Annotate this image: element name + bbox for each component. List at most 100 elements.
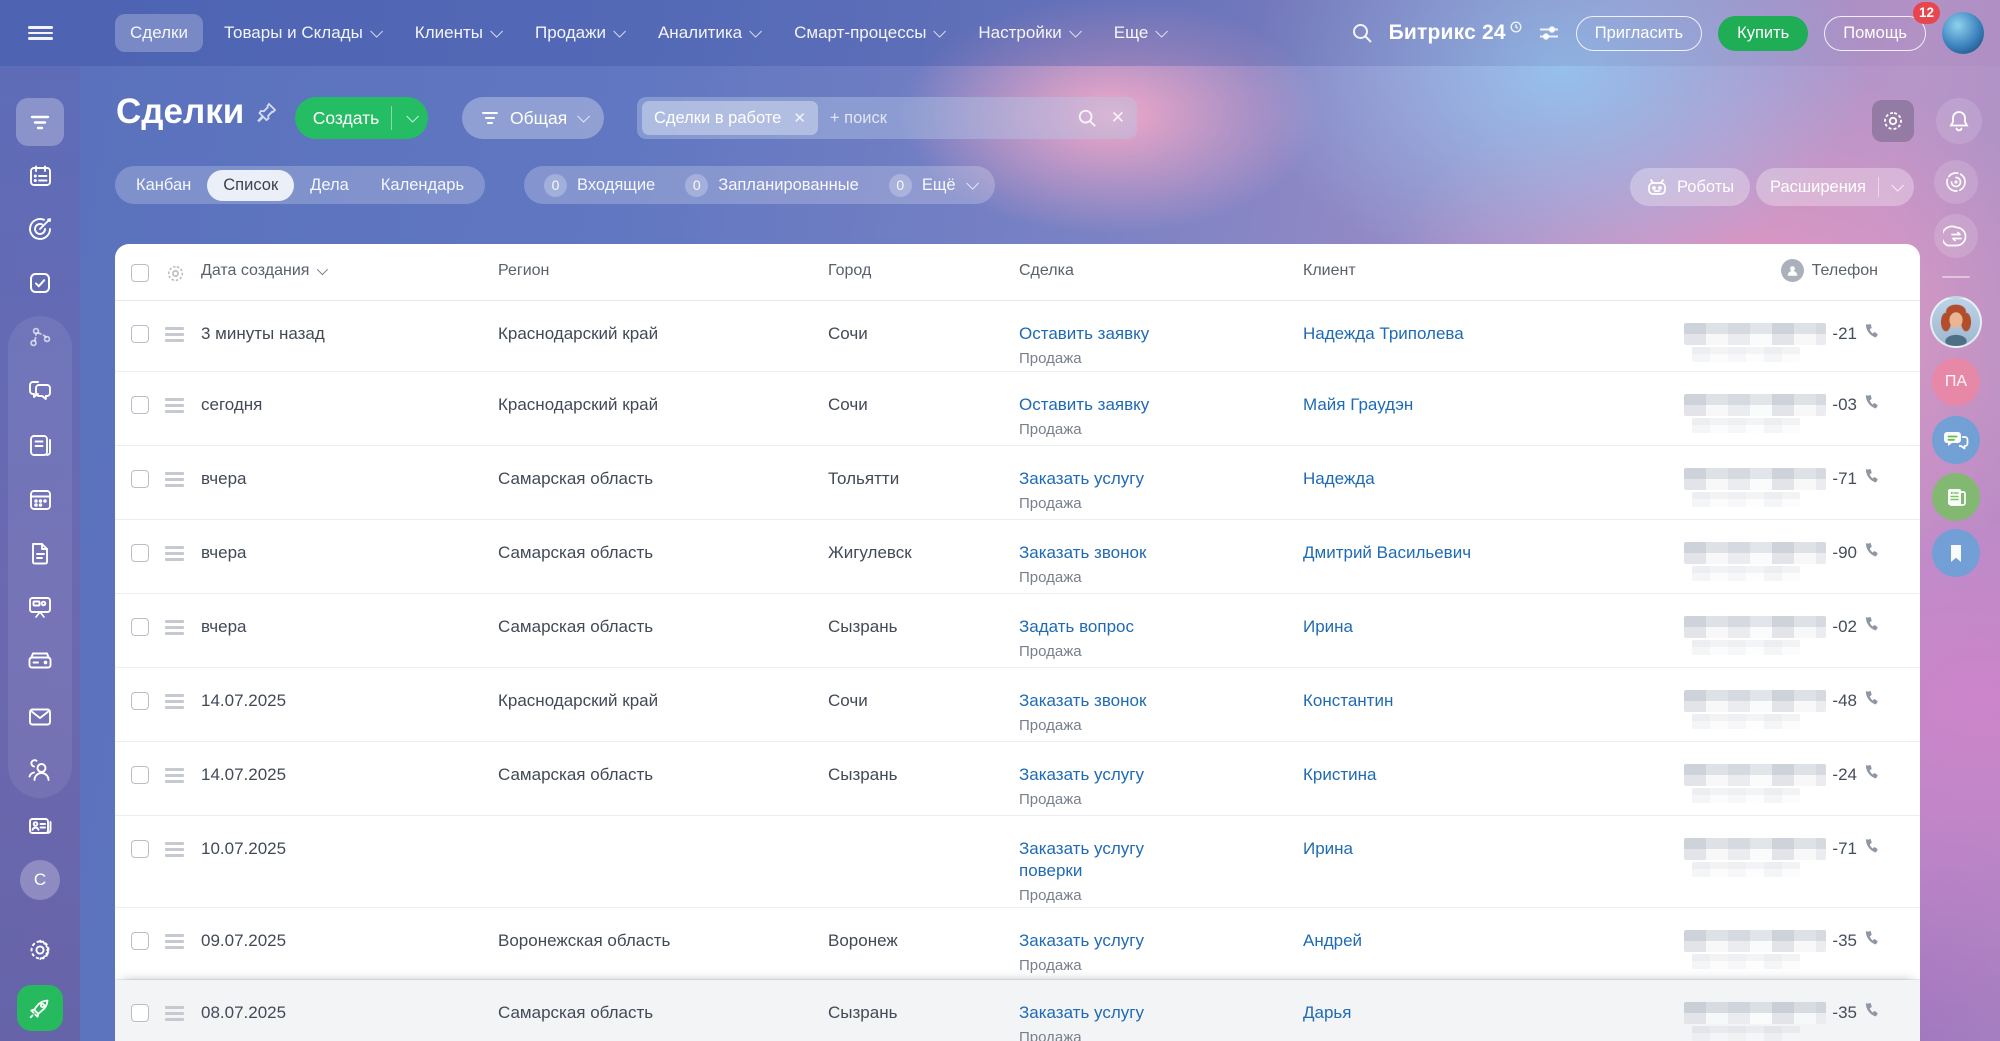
counter-planned[interactable]: 0 Запланированные bbox=[685, 173, 859, 197]
table-row[interactable]: вчера Самарская область Тольятти Заказат… bbox=[115, 446, 1920, 520]
crm-icon[interactable] bbox=[16, 98, 64, 146]
column-header-date[interactable]: Дата создания bbox=[201, 244, 498, 280]
support-avatar[interactable] bbox=[1930, 296, 1982, 348]
rocket-icon[interactable] bbox=[17, 985, 63, 1031]
pa-avatar[interactable]: ПА bbox=[1932, 358, 1980, 406]
nav-clients[interactable]: Клиенты bbox=[400, 14, 514, 52]
search-icon[interactable] bbox=[1077, 108, 1097, 128]
nav-more[interactable]: Еще bbox=[1099, 14, 1180, 52]
news-icon[interactable] bbox=[1932, 473, 1980, 521]
vcard-icon[interactable] bbox=[16, 802, 64, 850]
columns-gear-icon[interactable] bbox=[165, 263, 186, 284]
client-link[interactable]: Константин bbox=[1303, 691, 1394, 710]
filter-chip[interactable]: Сделки в работе ✕ bbox=[642, 101, 818, 135]
nav-deals[interactable]: Сделки bbox=[115, 14, 203, 52]
hamburger-icon[interactable] bbox=[0, 23, 80, 43]
notifications-button[interactable] bbox=[1936, 98, 1982, 144]
row-checkbox[interactable] bbox=[131, 692, 149, 710]
pin-icon[interactable] bbox=[256, 101, 278, 123]
phone-icon[interactable] bbox=[1863, 542, 1880, 559]
messenger-icon[interactable] bbox=[16, 367, 64, 415]
row-menu-icon[interactable] bbox=[165, 934, 201, 950]
row-menu-icon[interactable] bbox=[165, 398, 201, 414]
table-row[interactable]: 14.07.2025 Краснодарский край Сочи Заказ… bbox=[115, 668, 1920, 742]
close-icon[interactable]: ✕ bbox=[1110, 108, 1125, 127]
nav-sales[interactable]: Продажи bbox=[520, 14, 637, 52]
client-link[interactable]: Ирина bbox=[1303, 839, 1354, 858]
view-calendar[interactable]: Календарь bbox=[380, 175, 465, 194]
target-icon[interactable] bbox=[16, 205, 64, 253]
nav-analytics[interactable]: Аналитика bbox=[643, 14, 773, 52]
table-row[interactable]: сегодня Краснодарский край Сочи Оставить… bbox=[115, 372, 1920, 446]
counter-more[interactable]: 0 Ещё bbox=[888, 173, 979, 197]
row-checkbox[interactable] bbox=[131, 840, 149, 858]
counter-incoming[interactable]: 0 Входящие bbox=[544, 173, 655, 197]
column-header-phone[interactable]: Телефон bbox=[1620, 244, 1920, 282]
client-link[interactable]: Майя Граудэн bbox=[1303, 395, 1414, 414]
row-checkbox[interactable] bbox=[131, 325, 149, 343]
deal-link[interactable]: Заказать услугу bbox=[1019, 765, 1144, 784]
phone-icon[interactable] bbox=[1863, 1002, 1880, 1019]
row-checkbox[interactable] bbox=[131, 1004, 149, 1022]
client-link[interactable]: Кристина bbox=[1303, 765, 1377, 784]
docs-icon[interactable] bbox=[16, 529, 64, 577]
help-button[interactable]: Помощь bbox=[1824, 15, 1926, 51]
board-icon[interactable] bbox=[16, 583, 64, 631]
chat-sync-icon[interactable] bbox=[1934, 214, 1978, 258]
client-link[interactable]: Дмитрий Васильевич bbox=[1303, 543, 1472, 562]
search-input[interactable]: + поиск bbox=[829, 108, 887, 127]
deal-link[interactable]: Оставить заявку bbox=[1019, 324, 1150, 343]
feed-icon[interactable] bbox=[16, 421, 64, 469]
row-checkbox[interactable] bbox=[131, 470, 149, 488]
row-menu-icon[interactable] bbox=[165, 546, 201, 562]
table-row[interactable]: 3 минуты назад Краснодарский край Сочи О… bbox=[115, 301, 1920, 372]
deal-link[interactable]: Оставить заявку bbox=[1019, 395, 1150, 414]
create-button[interactable]: Создать bbox=[295, 97, 428, 139]
table-row[interactable]: 08.07.2025 Самарская область Сызрань Зак… bbox=[115, 980, 1920, 1041]
row-checkbox[interactable] bbox=[131, 618, 149, 636]
deal-link[interactable]: Заказать услугу bbox=[1019, 469, 1144, 488]
row-checkbox[interactable] bbox=[131, 932, 149, 950]
row-menu-icon[interactable] bbox=[165, 694, 201, 710]
client-link[interactable]: Андрей bbox=[1303, 931, 1363, 950]
row-checkbox[interactable] bbox=[131, 766, 149, 784]
table-row[interactable]: 09.07.2025 Воронежская область Воронеж З… bbox=[115, 908, 1920, 980]
copilot-icon[interactable] bbox=[1934, 160, 1978, 204]
settings-icon[interactable] bbox=[16, 926, 64, 974]
phone-icon[interactable] bbox=[1863, 930, 1880, 947]
mail-icon[interactable] bbox=[16, 693, 64, 741]
bookmark-icon[interactable] bbox=[1932, 529, 1980, 577]
nav-products[interactable]: Товары и Склады bbox=[209, 14, 394, 52]
row-menu-icon[interactable] bbox=[165, 327, 201, 343]
sliders-icon[interactable] bbox=[1538, 23, 1560, 43]
nav-smart-processes[interactable]: Смарт-процессы bbox=[779, 14, 957, 52]
user-avatar[interactable] bbox=[1942, 12, 1984, 54]
deal-link[interactable]: Заказать услугу bbox=[1019, 1003, 1144, 1022]
table-row[interactable]: 14.07.2025 Самарская область Сызрань Зак… bbox=[115, 742, 1920, 816]
deal-link[interactable]: Заказать услугу bbox=[1019, 931, 1144, 950]
robots-button[interactable]: Роботы bbox=[1630, 168, 1751, 206]
row-menu-icon[interactable] bbox=[165, 842, 201, 858]
search-icon[interactable] bbox=[1351, 22, 1373, 44]
automation-icon[interactable] bbox=[16, 313, 64, 361]
drive-icon[interactable] bbox=[16, 638, 64, 686]
deal-link[interactable]: Заказать услугу поверки bbox=[1019, 839, 1144, 880]
phone-icon[interactable] bbox=[1863, 838, 1880, 855]
client-link[interactable]: Дарья bbox=[1303, 1003, 1352, 1022]
sidebar-avatar[interactable]: C bbox=[16, 856, 64, 904]
select-all-checkbox[interactable] bbox=[131, 264, 149, 282]
client-link[interactable]: Надежда bbox=[1303, 469, 1375, 488]
client-link[interactable]: Надежда Триполева bbox=[1303, 324, 1464, 343]
grid-settings-button[interactable] bbox=[1872, 100, 1914, 142]
phone-icon[interactable] bbox=[1863, 616, 1880, 633]
row-menu-icon[interactable] bbox=[165, 472, 201, 488]
chat-bubbles-icon[interactable] bbox=[1932, 416, 1980, 464]
deal-link[interactable]: Задать вопрос bbox=[1019, 617, 1134, 636]
row-checkbox[interactable] bbox=[131, 396, 149, 414]
view-kanban[interactable]: Канбан bbox=[136, 175, 192, 194]
phone-icon[interactable] bbox=[1863, 764, 1880, 781]
invite-button[interactable]: Пригласить bbox=[1575, 15, 1703, 51]
phone-icon[interactable] bbox=[1863, 323, 1880, 340]
column-header-region[interactable]: Регион bbox=[498, 262, 550, 279]
view-list[interactable]: Список bbox=[207, 169, 295, 201]
